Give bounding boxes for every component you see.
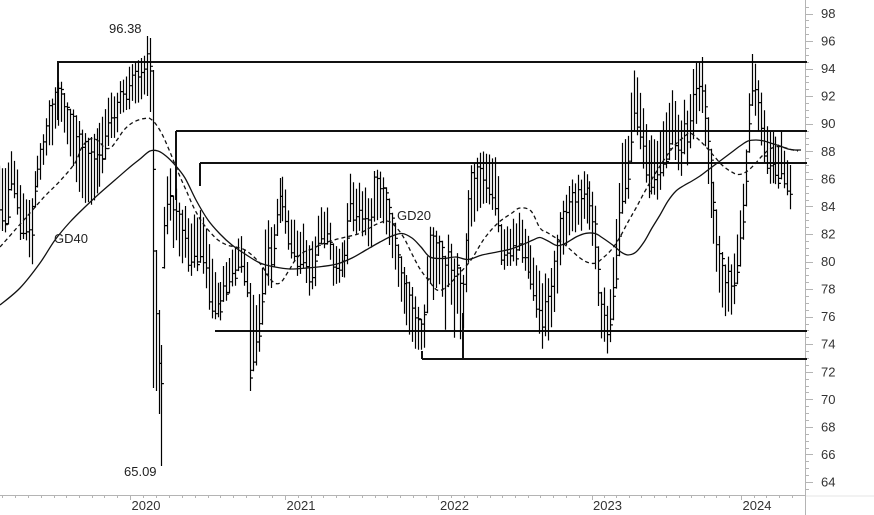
svg-text:64: 64 [821,475,835,490]
svg-text:96.38: 96.38 [109,21,142,36]
svg-text:2020: 2020 [132,498,161,513]
svg-text:72: 72 [821,364,835,379]
svg-text:86: 86 [821,171,835,186]
svg-text:70: 70 [821,392,835,407]
svg-text:GD20: GD20 [397,208,431,223]
svg-text:68: 68 [821,419,835,434]
svg-text:92: 92 [821,89,835,104]
svg-text:80: 80 [821,254,835,269]
svg-text:2021: 2021 [287,498,316,513]
svg-text:GD40: GD40 [54,231,88,246]
svg-text:2022: 2022 [440,498,469,513]
svg-text:65.09: 65.09 [124,464,157,479]
svg-text:90: 90 [821,116,835,131]
svg-text:98: 98 [821,6,835,21]
svg-text:2024: 2024 [743,498,772,513]
svg-text:88: 88 [821,144,835,159]
svg-text:74: 74 [821,337,835,352]
svg-text:94: 94 [821,61,835,76]
svg-text:2023: 2023 [593,498,622,513]
svg-text:84: 84 [821,199,835,214]
svg-text:96: 96 [821,34,835,49]
svg-text:82: 82 [821,227,835,242]
svg-text:78: 78 [821,282,835,297]
svg-text:66: 66 [821,447,835,462]
svg-text:76: 76 [821,309,835,324]
